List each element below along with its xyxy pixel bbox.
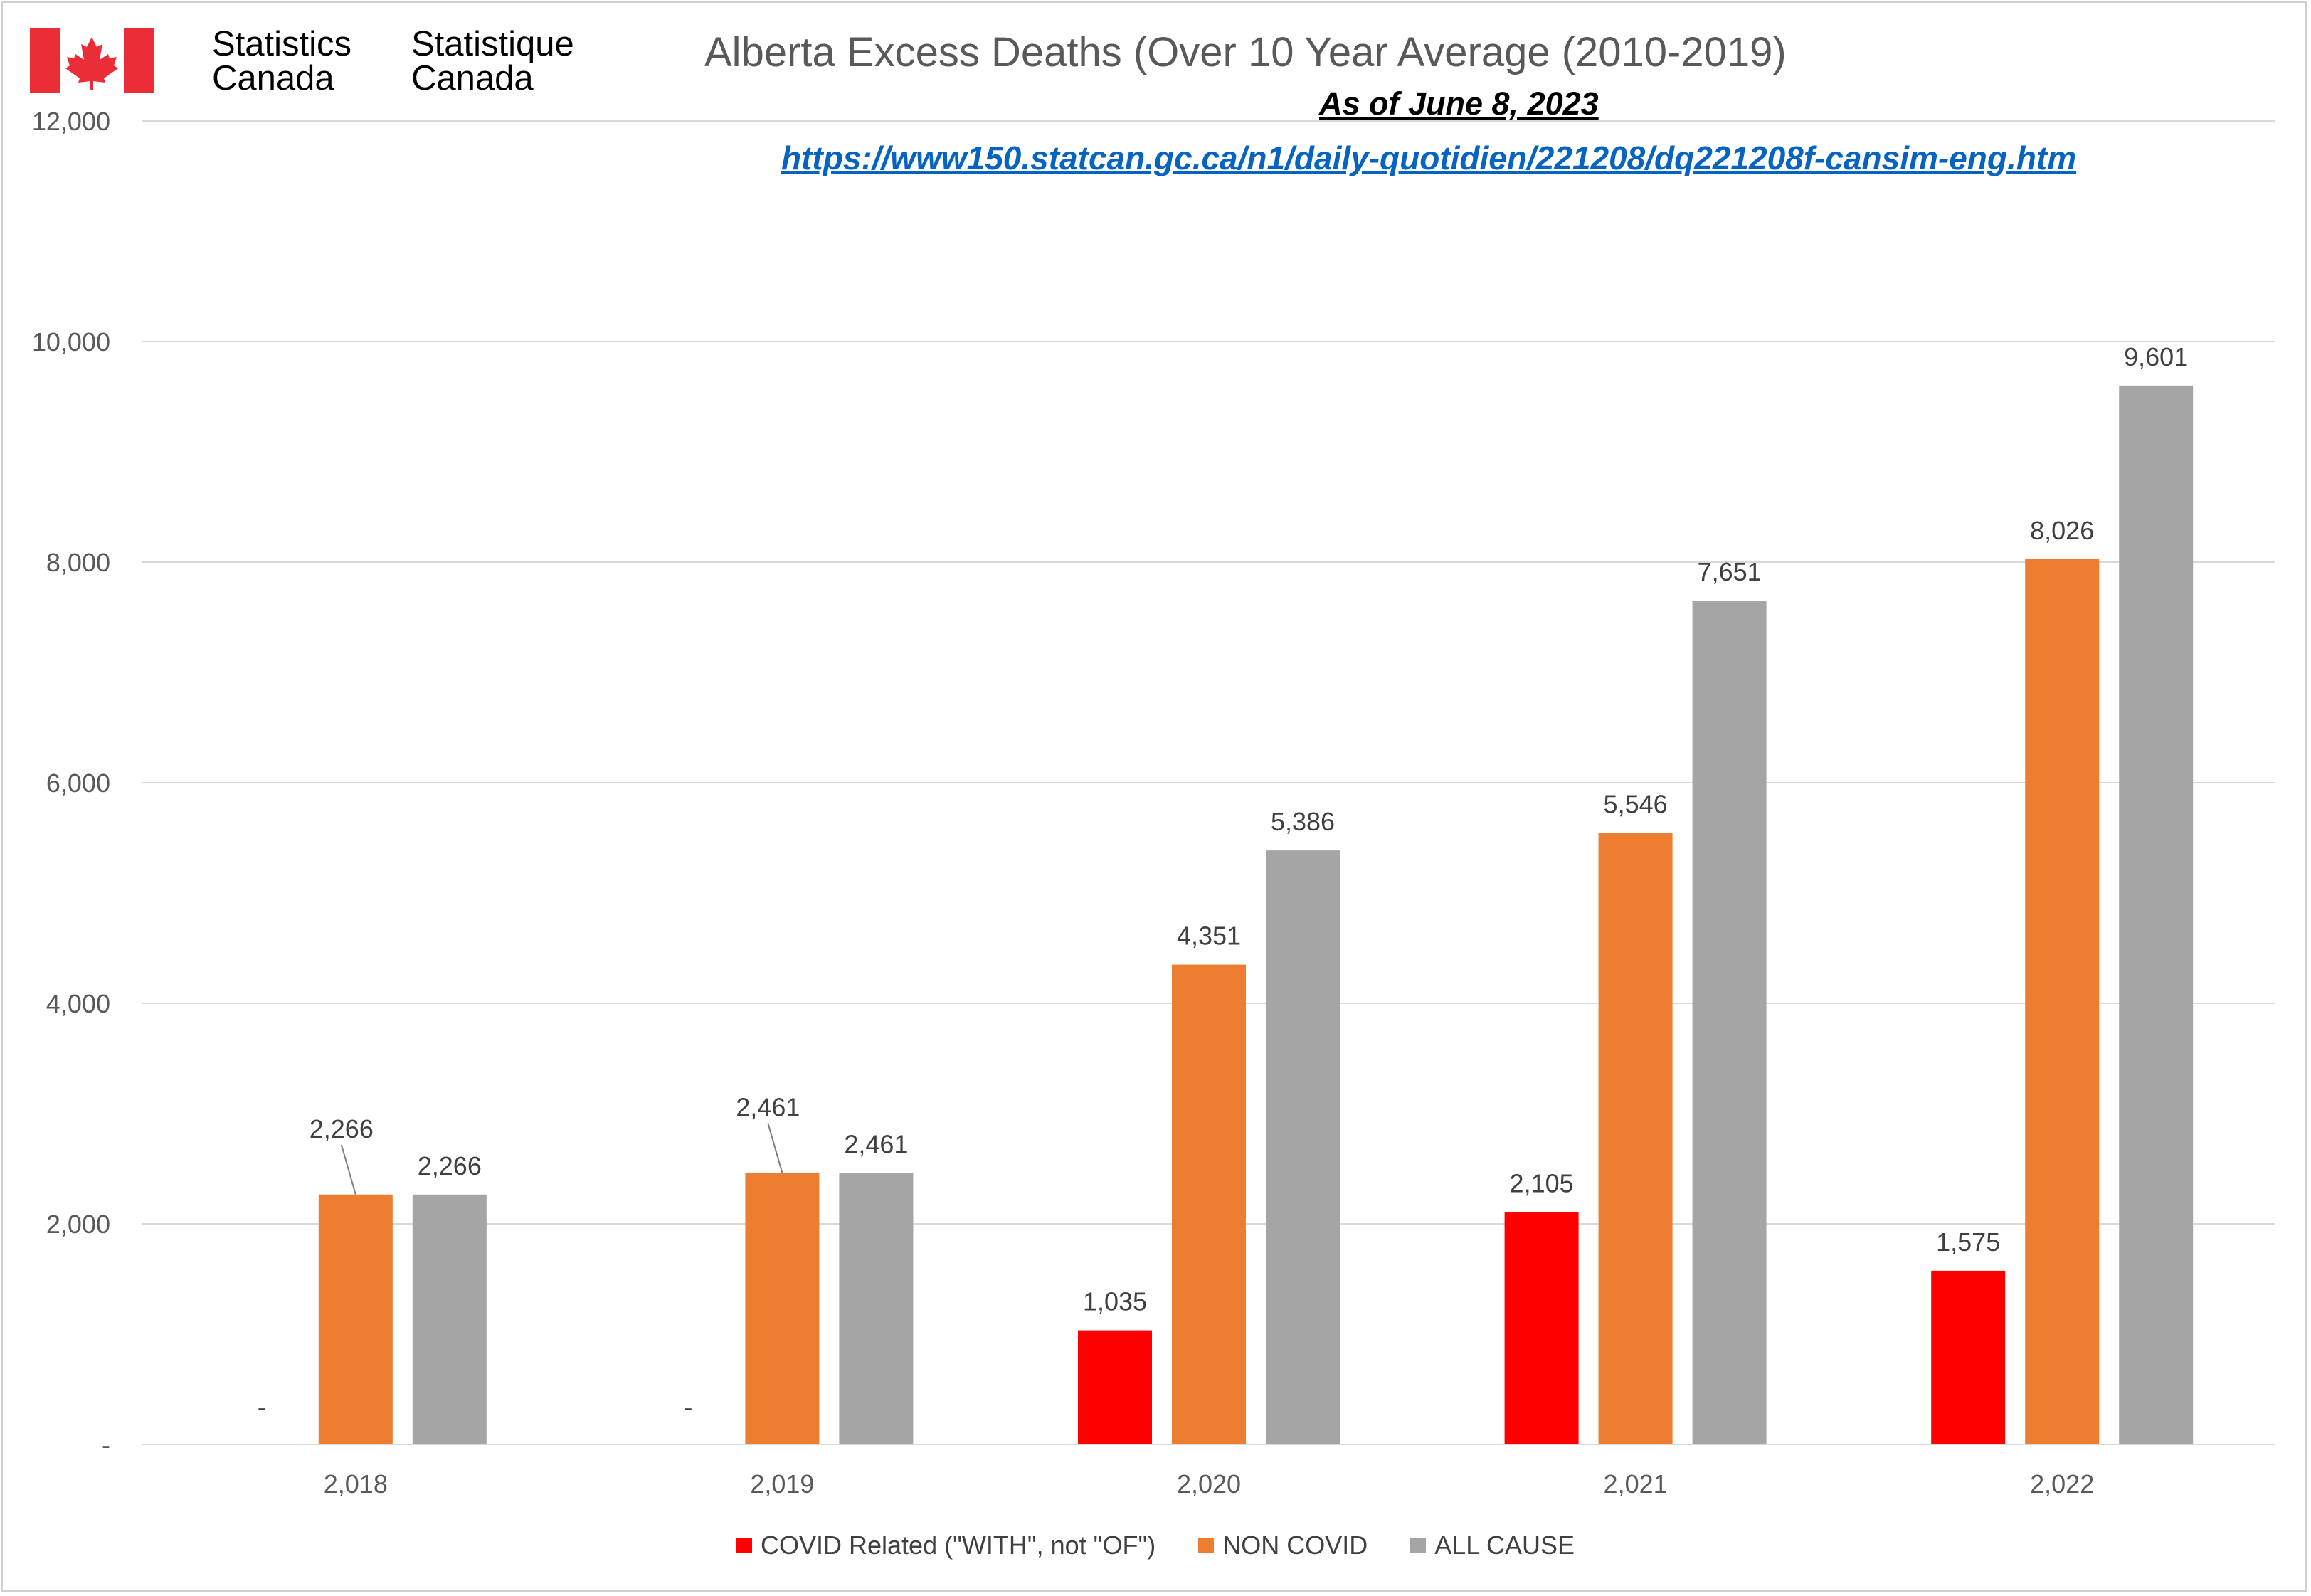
legend-swatch [1198, 1538, 1215, 1553]
y-tick-label: 2,000 [46, 1210, 110, 1239]
chart-title: Alberta Excess Deaths (Over 10 Year Aver… [704, 29, 1787, 75]
data-label: 5,386 [1271, 807, 1335, 836]
bar-non-covid [318, 1194, 393, 1444]
legend-item: NON COVID [1198, 1531, 1368, 1560]
brand-en-line1: Statistics [212, 25, 352, 63]
data-label: 9,601 [2124, 342, 2188, 371]
data-label: 5,546 [1604, 789, 1668, 818]
y-tick-label: 6,000 [46, 768, 110, 798]
as-of-date: As of June 8, 2023 [1319, 85, 1599, 122]
brand-en-line2: Canada [212, 59, 334, 97]
source-link[interactable]: https://www150.statcan.gc.ca/n1/daily-qu… [781, 139, 2077, 176]
legend-label: NON COVID [1222, 1531, 1368, 1560]
brand-fr-line1: Statistique [411, 25, 574, 63]
y-tick-label: - [102, 1430, 110, 1459]
bar-covid-related [1078, 1330, 1152, 1444]
legend-swatch [1410, 1538, 1427, 1553]
canada-flag-icon [30, 28, 154, 93]
legend-label: COVID Related ("WITH", not "OF") [761, 1531, 1156, 1560]
statcan-wordmark-en: Statistics Canada [212, 25, 352, 97]
data-label: - [684, 1392, 692, 1422]
data-label: 8,026 [2030, 516, 2094, 545]
x-tick-label: 2,020 [1177, 1469, 1241, 1499]
bar-non-covid [2025, 559, 2100, 1444]
bar-all-cause [1692, 601, 1767, 1444]
legend-swatch [736, 1538, 752, 1553]
data-label: 2,105 [1510, 1169, 1574, 1198]
data-label: 2,461 [736, 1093, 800, 1122]
bar-covid-related [1504, 1212, 1579, 1444]
data-label: 2,266 [418, 1151, 482, 1180]
legend-item: COVID Related ("WITH", not "OF") [736, 1531, 1156, 1560]
y-tick-label: 4,000 [46, 989, 110, 1018]
data-label: 2,266 [310, 1114, 374, 1143]
statcan-wordmark-fr: Statistique Canada [411, 25, 574, 97]
data-label: 2,461 [844, 1130, 908, 1159]
bar-covid-related [1931, 1270, 2006, 1444]
data-label: 4,351 [1177, 921, 1241, 951]
x-tick-label: 2,018 [324, 1469, 388, 1499]
data-label: 1,035 [1083, 1287, 1147, 1316]
y-tick-label: 8,000 [46, 548, 110, 577]
chart-legend: COVID Related ("WITH", not "OF") NON COVI… [0, 1530, 2311, 1560]
legend-label: ALL CAUSE [1434, 1531, 1575, 1560]
bar-non-covid [745, 1173, 820, 1444]
bar-non-covid [1598, 833, 1673, 1444]
bar-all-cause [1266, 850, 1340, 1444]
data-label-leader [767, 1123, 783, 1173]
data-label: - [258, 1392, 266, 1422]
data-label: 1,575 [1936, 1227, 2000, 1257]
bar-all-cause [412, 1194, 487, 1444]
bar-all-cause [2119, 385, 2194, 1444]
x-tick-label: 2,019 [750, 1469, 814, 1499]
y-tick-label: 12,000 [32, 107, 110, 136]
legend-item: ALL CAUSE [1410, 1531, 1575, 1560]
data-label: 7,651 [1698, 557, 1762, 586]
x-tick-label: 2,022 [2030, 1469, 2094, 1499]
data-label-leader [340, 1144, 356, 1195]
bar-all-cause [839, 1173, 914, 1444]
brand-fr-line2: Canada [411, 59, 534, 97]
y-tick-label: 10,000 [32, 327, 110, 356]
bar-non-covid [1172, 964, 1246, 1444]
x-tick-label: 2,021 [1604, 1469, 1668, 1499]
